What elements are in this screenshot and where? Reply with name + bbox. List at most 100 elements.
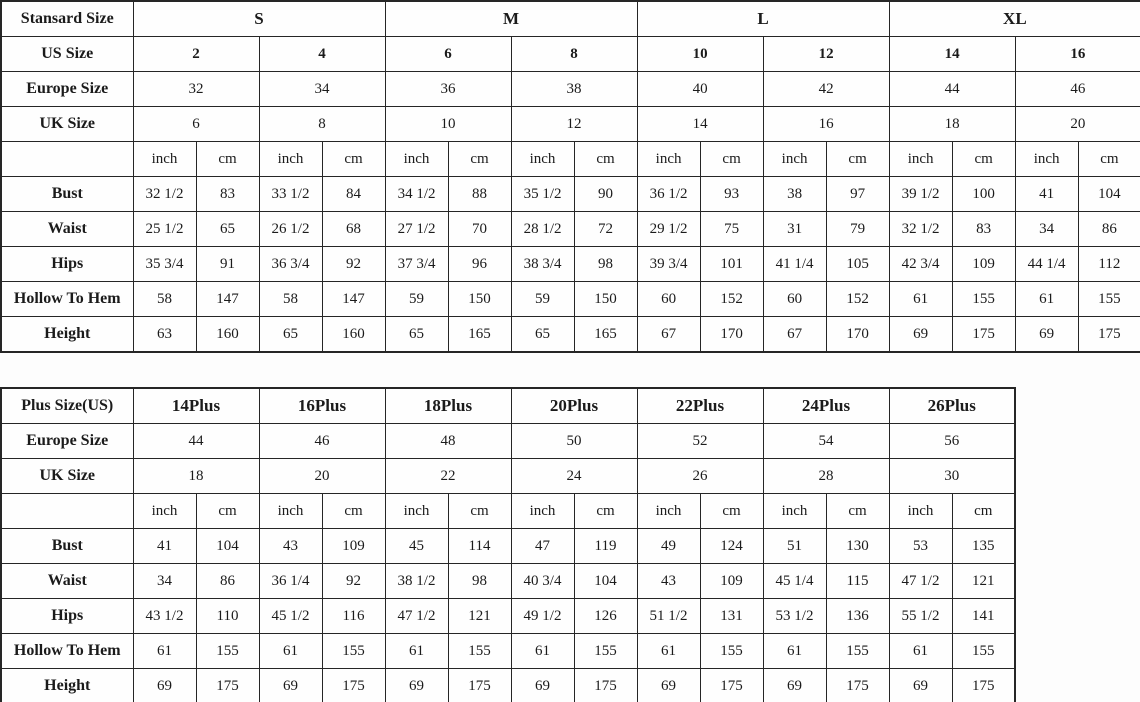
measurement-cell: 175 [447,668,512,702]
measurement-cell: 69 [510,668,575,702]
measurement-cell: 155 [195,633,260,669]
measurement-cell: 59 [384,281,449,317]
measurement-cell: 40 3/4 [510,563,575,599]
size-value-cell: 14 [888,36,1016,72]
measurement-cell: 90 [573,176,638,212]
measurement-cell: 147 [195,281,260,317]
measurement-cell: 88 [447,176,512,212]
row-label-cell: Stansard Size [0,0,134,37]
size-value-cell: 26 [636,458,764,494]
unit-cm-cell: cm [951,141,1016,177]
measurement-cell: 97 [825,176,890,212]
size-value-cell: 16 [762,106,890,142]
size-value-cell: 48 [384,423,512,459]
measurement-cell: 170 [699,316,764,353]
measurement-cell: 35 1/2 [510,176,575,212]
row-label-cell: Hollow To Hem [0,281,134,317]
size-value-cell: 18 [132,458,260,494]
measurement-cell: 165 [447,316,512,353]
measurement-cell: 41 [1014,176,1079,212]
unit-inch-cell: inch [384,493,449,529]
size-value-cell: 36 [384,71,512,107]
measurement-cell: 119 [573,528,638,564]
measurement-cell: 69 [888,316,953,353]
measurement-cell: 110 [195,598,260,634]
measurement-cell: 170 [825,316,890,353]
size-group-cell: M [384,0,638,37]
unit-cm-cell: cm [573,493,638,529]
measurement-cell: 136 [825,598,890,634]
table-row: Waist 25 1/2 65 26 1/2 68 27 1/2 70 28 1/2 72 29 … [0,211,1140,247]
measurement-cell: 84 [321,176,386,212]
size-value-cell: 54 [762,423,890,459]
row-label-cell: Bust [0,528,134,564]
measurement-cell: 61 [636,633,701,669]
unit-inch-cell: inch [636,141,701,177]
measurement-cell: 61 [762,633,827,669]
measurement-cell: 45 1/4 [762,563,827,599]
measurement-cell: 47 1/2 [384,598,449,634]
measurement-cell: 155 [321,633,386,669]
measurement-cell: 34 1/2 [384,176,449,212]
size-value-cell: 50 [510,423,638,459]
measurement-cell: 175 [699,668,764,702]
size-value-cell: 14 [636,106,764,142]
measurement-cell: 83 [951,211,1016,247]
measurement-cell: 32 1/2 [132,176,197,212]
size-value-cell: 56 [888,423,1016,459]
unit-inch-cell: inch [258,493,323,529]
measurement-cell: 65 [510,316,575,353]
table-row: Hips 43 1/2 110 45 1/2 116 47 1/2 121 49 1/2 126… [0,598,1016,634]
measurement-cell: 51 [762,528,827,564]
measurement-cell: 147 [321,281,386,317]
row-label-cell: Plus Size(US) [0,387,134,424]
measurement-cell: 96 [447,246,512,282]
measurement-cell: 92 [321,246,386,282]
unit-inch-cell: inch [132,493,197,529]
measurement-cell: 75 [699,211,764,247]
table-row: Plus Size(US) 14Plus 16Plus 18Plus 20Plus 22P… [0,387,1016,424]
row-label-cell: Hips [0,246,134,282]
measurement-cell: 175 [321,668,386,702]
measurement-cell: 53 1/2 [762,598,827,634]
size-group-cell: 22Plus [636,387,764,424]
measurement-cell: 150 [447,281,512,317]
size-value-cell: 8 [510,36,638,72]
measurement-cell: 58 [132,281,197,317]
measurement-cell: 41 [132,528,197,564]
unit-inch-cell: inch [510,493,575,529]
unit-cm-cell: cm [447,141,512,177]
size-value-cell: 10 [384,106,512,142]
measurement-cell: 150 [573,281,638,317]
unit-inch-cell: inch [510,141,575,177]
row-label-cell: US Size [0,36,134,72]
measurement-cell: 34 [132,563,197,599]
size-value-cell: 46 [1014,71,1140,107]
measurement-cell: 175 [1077,316,1140,353]
unit-inch-cell: inch [888,493,953,529]
size-group-cell: 24Plus [762,387,890,424]
measurement-cell: 43 [636,563,701,599]
unit-cm-cell: cm [321,141,386,177]
measurement-cell: 34 [1014,211,1079,247]
measurement-cell: 47 [510,528,575,564]
measurement-cell: 63 [132,316,197,353]
table-row: Bust 32 1/2 83 33 1/2 84 34 1/2 88 35 1/2 90 36 1… [0,176,1140,212]
size-value-cell: 4 [258,36,386,72]
measurement-cell: 130 [825,528,890,564]
measurement-cell: 61 [258,633,323,669]
measurement-cell: 38 [762,176,827,212]
measurement-cell: 124 [699,528,764,564]
measurement-cell: 155 [825,633,890,669]
measurement-cell: 152 [699,281,764,317]
size-value-cell: 44 [132,423,260,459]
measurement-cell: 65 [258,316,323,353]
size-value-cell: 22 [384,458,512,494]
measurement-cell: 109 [321,528,386,564]
row-label-cell: UK Size [0,458,134,494]
size-value-cell: 40 [636,71,764,107]
unit-cm-cell: cm [1077,141,1140,177]
table-row: inch cm inch cm inch cm inch cm inch cm inch cm inch… [0,493,1016,529]
table-row: UK Size 6 8 10 12 14 16 18 20 [0,106,1140,142]
